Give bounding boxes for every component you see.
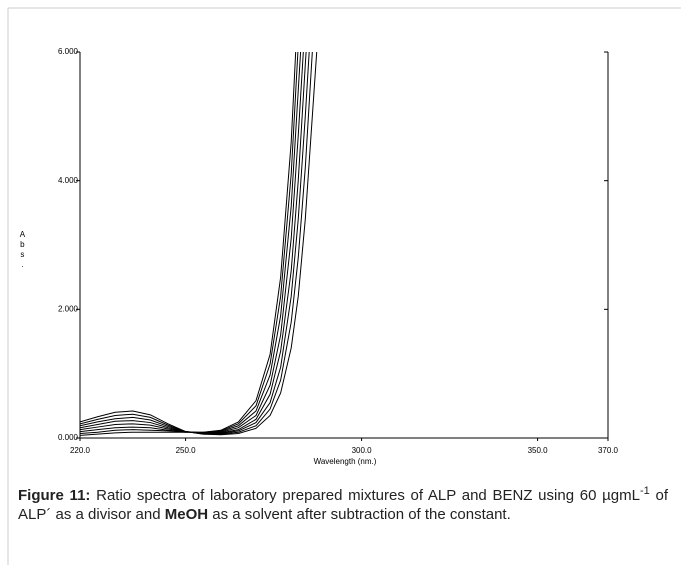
spectrum-line bbox=[80, 52, 307, 434]
caption: Figure 11: Ratio spectra of laboratory p… bbox=[18, 482, 668, 524]
y-axis-label: Abs. bbox=[18, 230, 27, 270]
spectrum-line bbox=[80, 52, 310, 434]
spectrum-line bbox=[80, 52, 318, 436]
caption-text: as a solvent after subtraction of the co… bbox=[208, 506, 511, 523]
x-tick-label: 370.0 bbox=[598, 446, 619, 455]
caption-label: Figure 11: bbox=[18, 487, 91, 504]
x-tick-label: 220.0 bbox=[70, 446, 91, 455]
spectrum-line bbox=[80, 52, 313, 435]
spectrum-line bbox=[80, 52, 302, 434]
caption-superscript: -1 bbox=[639, 485, 650, 497]
caption-text: of ALP´ as a divisor and bbox=[18, 487, 668, 523]
caption-text: Ratio spectra of laboratory prepared mix… bbox=[90, 487, 640, 504]
x-tick-label: 300.0 bbox=[352, 446, 373, 455]
x-axis-label: Wavelength (nm.) bbox=[314, 457, 377, 466]
spectrum-line bbox=[80, 52, 304, 434]
caption-bold: MeOH bbox=[164, 506, 209, 523]
spectrum-line bbox=[80, 52, 297, 436]
spectrum-line bbox=[80, 52, 299, 434]
y-tick-label: 2.000 bbox=[58, 304, 79, 313]
y-tick-label: 4.000 bbox=[58, 176, 79, 185]
y-tick-label: 6.000 bbox=[58, 47, 79, 56]
plot-area bbox=[80, 52, 318, 436]
x-tick-label: 350.0 bbox=[528, 446, 549, 455]
x-tick-label: 250.0 bbox=[176, 446, 197, 455]
y-tick-label: 0.000 bbox=[58, 433, 79, 442]
